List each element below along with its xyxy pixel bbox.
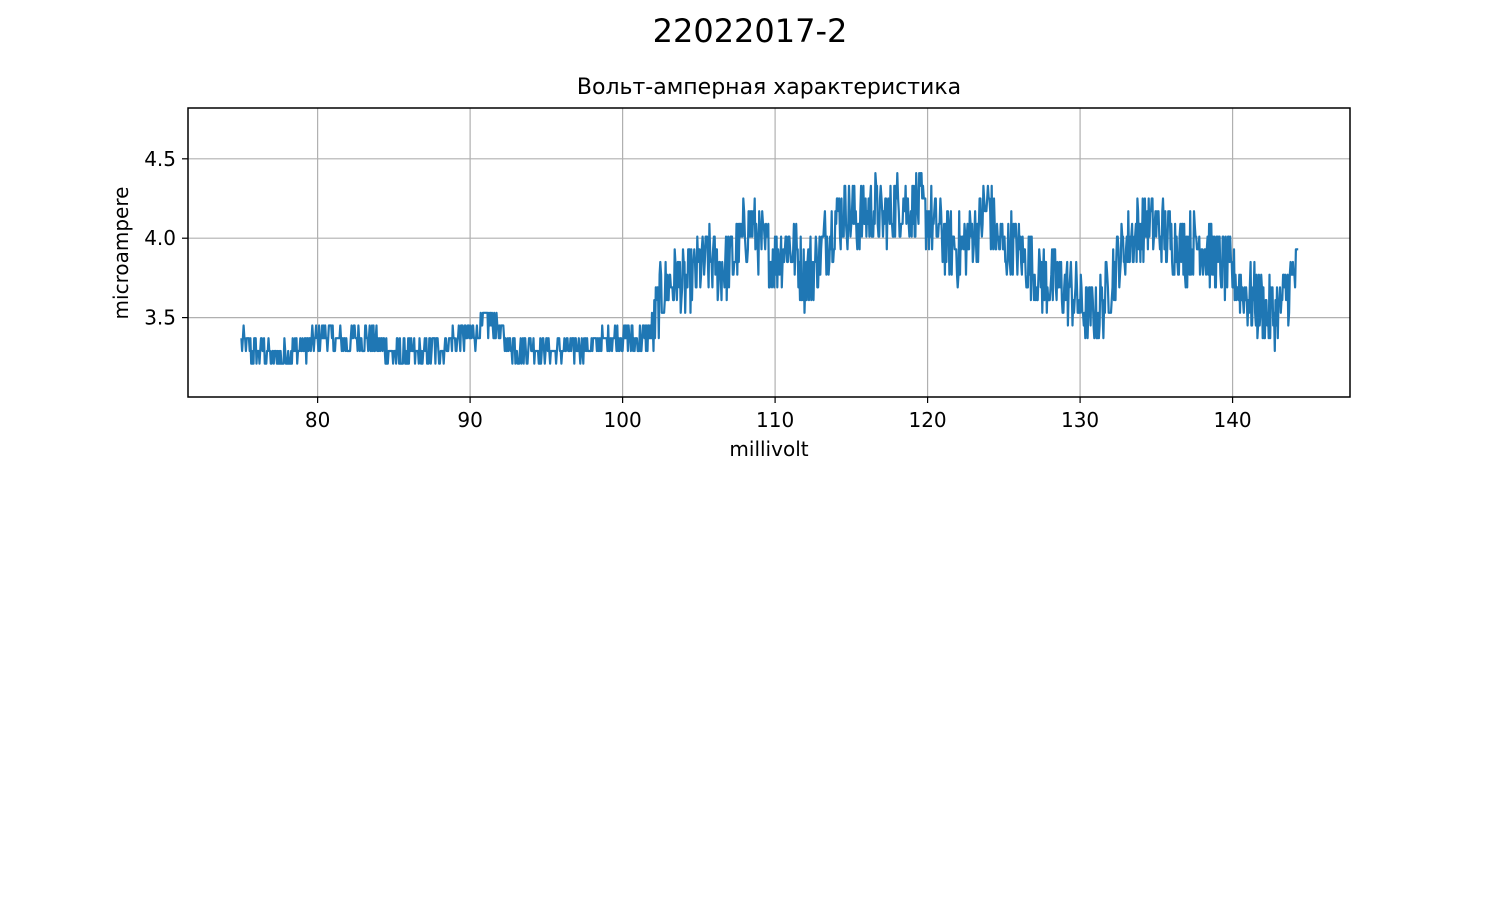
x-tick-label: 120	[908, 408, 946, 432]
y-axis-ticks: 3.5 4.0 4.5	[144, 147, 188, 330]
x-tick-label: 140	[1213, 408, 1251, 432]
x-tick-label: 110	[756, 408, 794, 432]
x-axis-label: millivolt	[729, 437, 808, 461]
x-axis-ticks: 80 90 100 110 120 130 140	[305, 397, 1252, 432]
y-tick-label: 3.5	[144, 306, 176, 330]
series-line-group	[240, 172, 1299, 365]
x-tick-label: 130	[1061, 408, 1099, 432]
y-tick-label: 4.0	[144, 226, 176, 250]
series-line-0	[240, 172, 1299, 365]
y-axis-label: microampere	[109, 187, 133, 320]
grid-lines	[188, 108, 1350, 397]
y-tick-label: 4.5	[144, 147, 176, 171]
figure-suptitle: 22022017-2	[652, 12, 848, 50]
axes-frame	[187, 107, 1351, 398]
x-tick-label: 100	[604, 408, 642, 432]
x-tick-label: 90	[457, 408, 482, 432]
x-tick-label: 80	[305, 408, 330, 432]
chart-title: Вольт-амперная характеристика	[577, 75, 961, 100]
